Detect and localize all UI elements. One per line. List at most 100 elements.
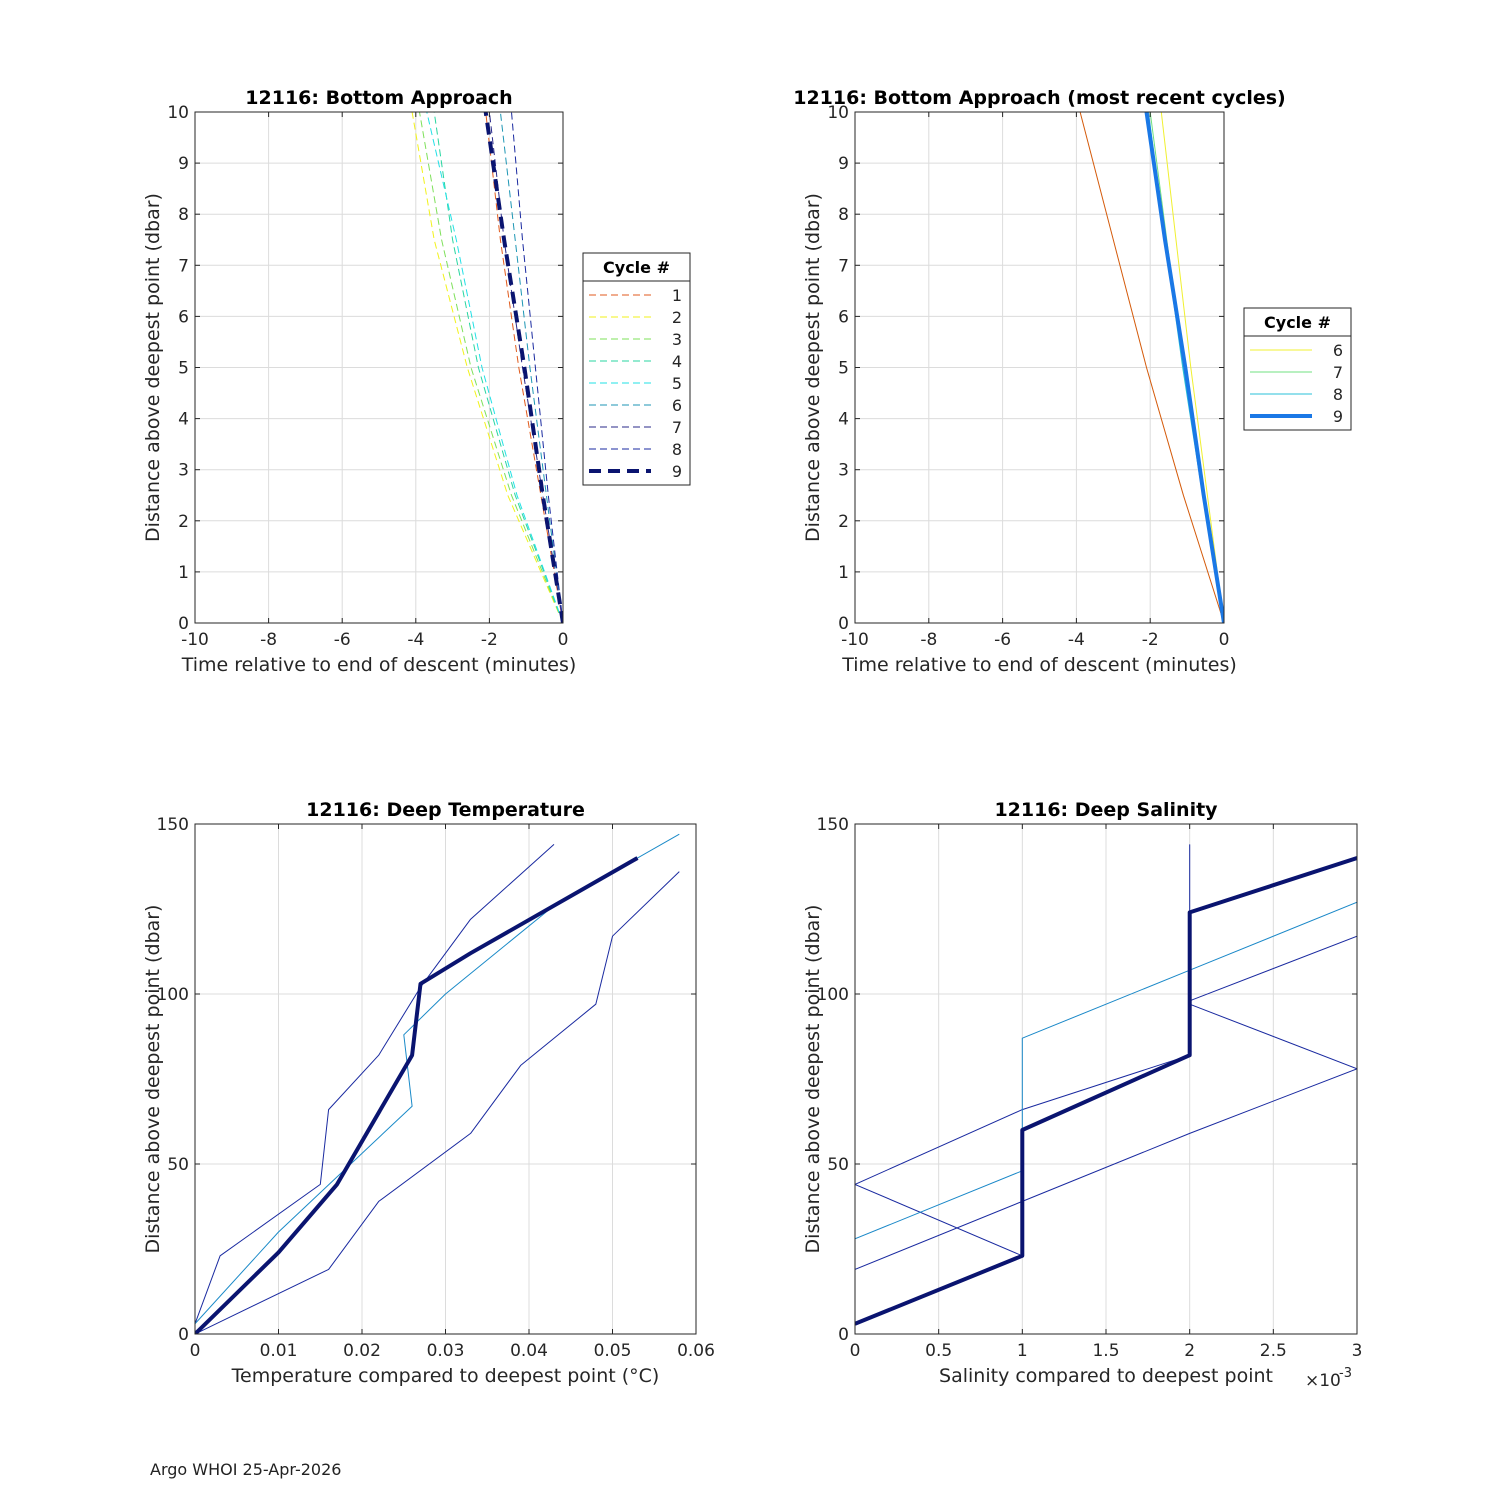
y-tick-label: 10 [167, 103, 189, 123]
chart-title: 12116: Deep Salinity [994, 799, 1218, 821]
y-axis-label: Distance above deepest point (dbar) [802, 905, 824, 1254]
x-tick-label: -2 [1142, 630, 1159, 650]
series-line-trace-4 [195, 856, 639, 1334]
series-line-3 [419, 112, 563, 623]
y-tick-label: 6 [838, 307, 849, 327]
y-axis-label: Distance above deepest point (dbar) [802, 193, 824, 542]
x-tick-label: 0.5 [925, 1341, 952, 1361]
x-tick-label: 0.05 [594, 1341, 632, 1361]
x-tick-label: 3 [1352, 1341, 1363, 1361]
series-line-5 [426, 112, 563, 623]
legend-label-1: 1 [672, 286, 682, 305]
footer-credit: Argo WHOI 25-Apr-2026 [150, 1460, 342, 1479]
y-tick-label: 4 [178, 410, 189, 430]
y-tick-label: 5 [838, 359, 849, 379]
series-line-trace-3 [195, 871, 680, 1334]
y-tick-label: 100 [817, 985, 849, 1005]
legend-label-9: 9 [1333, 407, 1343, 426]
y-axis-label: Distance above deepest point (dbar) [142, 905, 164, 1254]
legend-label-6: 6 [1333, 341, 1343, 360]
x-tick-label: 0 [558, 630, 569, 650]
legend-label-2: 2 [672, 308, 682, 327]
x-tick-label: -2 [481, 630, 498, 650]
y-tick-label: 9 [838, 154, 849, 174]
y-tick-label: 7 [838, 256, 849, 276]
x-tick-label: 0.04 [510, 1341, 548, 1361]
y-tick-label: 8 [838, 205, 849, 225]
chart-title: 12116: Deep Temperature [306, 799, 585, 821]
bottom-approach-panel: -10 -8 -6 -4 -2 0 0 1 2 3 4 5 6 7 8 9 10 12116: Bottom Ap… [142, 87, 691, 676]
y-tick-label: 0 [838, 614, 849, 634]
series-line-9 [1144, 112, 1224, 623]
series-group [1079, 112, 1224, 623]
y-tick-label: 50 [827, 1155, 849, 1175]
legend-label-8: 8 [672, 440, 682, 459]
y-tick-label: 2 [838, 512, 849, 532]
series-line-trace-1 [195, 844, 555, 1324]
y-tick-label: 0 [838, 1325, 849, 1345]
y-tick-label: 4 [838, 410, 849, 430]
deep-temperature-panel: 0 0.01 0.02 0.03 0.04 0.05 0.06 0 50 100 150 12116:… [142, 799, 715, 1387]
y-tick-label: 7 [178, 256, 189, 276]
x-tick-label: -8 [260, 630, 277, 650]
series-group [411, 112, 563, 623]
y-tick-label: 9 [178, 154, 189, 174]
y-tick-label: 5 [178, 359, 189, 379]
legend-label-7: 7 [1333, 363, 1343, 382]
chart-title: 12116: Bottom Approach [245, 87, 512, 109]
x-tick-label: 1.5 [1092, 1341, 1119, 1361]
legend-label-8: 8 [1333, 385, 1343, 404]
y-tick-label: 0 [178, 614, 189, 634]
x-tick-label: 2 [1184, 1341, 1195, 1361]
x-tick-label: 2.5 [1260, 1341, 1287, 1361]
legend-box [1243, 307, 1352, 431]
legend-label-7: 7 [672, 418, 682, 437]
y-tick-label: 0 [178, 1325, 189, 1345]
x-tick-label: 0 [1219, 630, 1230, 650]
y-tick-label: 6 [178, 307, 189, 327]
y-tick-label: 3 [178, 461, 189, 481]
x-tick-label: -4 [407, 630, 424, 650]
y-tick-label: 10 [827, 103, 849, 123]
y-tick-label: 50 [167, 1155, 189, 1175]
legend-box [582, 252, 691, 486]
x-axis-label: Salinity compared to deepest point [939, 1365, 1273, 1387]
y-tick-label: 150 [817, 815, 849, 835]
legend-title: Cycle # [603, 258, 670, 277]
x-axis-label: Time relative to end of descent (minutes… [841, 654, 1237, 676]
x-tick-label: 0.06 [677, 1341, 715, 1361]
x-tick-label: -10 [181, 630, 209, 650]
series-group [195, 833, 680, 1334]
series-line-6 [1160, 112, 1224, 623]
x-tick-label: 0 [190, 1341, 201, 1361]
series-line-6 [499, 112, 563, 623]
chart-title: 12116: Bottom Approach (most recent cycl… [793, 87, 1286, 109]
x-tick-label: 0.02 [343, 1341, 381, 1361]
legend-title: Cycle # [1264, 313, 1331, 332]
series-line-2 [411, 112, 563, 623]
x-axis-exponent: -3 [1339, 1366, 1352, 1381]
x-axis-multiplier: ×10 [1305, 1371, 1341, 1391]
x-tick-label: 0.03 [427, 1341, 465, 1361]
y-tick-label: 2 [178, 512, 189, 532]
x-tick-label: 0 [850, 1341, 861, 1361]
y-axis-label: Distance above deepest point (dbar) [142, 193, 164, 542]
series-line-trace-1 [1079, 112, 1224, 623]
legend-label-9: 9 [672, 462, 682, 481]
y-tick-label: 3 [838, 461, 849, 481]
y-tick-label: 8 [178, 205, 189, 225]
deep-salinity-panel: 0 0.5 1 1.5 2 2.5 3 0 50 100 150 12116: Deep Salini… [802, 799, 1362, 1391]
x-tick-label: -8 [920, 630, 937, 650]
x-tick-label: -6 [994, 630, 1011, 650]
legend-label-5: 5 [672, 374, 682, 393]
legend-label-4: 4 [672, 352, 682, 371]
series-line-trace-4 [855, 856, 1357, 1326]
y-tick-label: 1 [178, 563, 189, 583]
y-tick-label: 150 [157, 815, 189, 835]
x-axis-label: Time relative to end of descent (minutes… [181, 654, 577, 676]
x-tick-label: 0.01 [260, 1341, 298, 1361]
series-group [855, 834, 1357, 1326]
x-tick-label: -4 [1068, 630, 1085, 650]
